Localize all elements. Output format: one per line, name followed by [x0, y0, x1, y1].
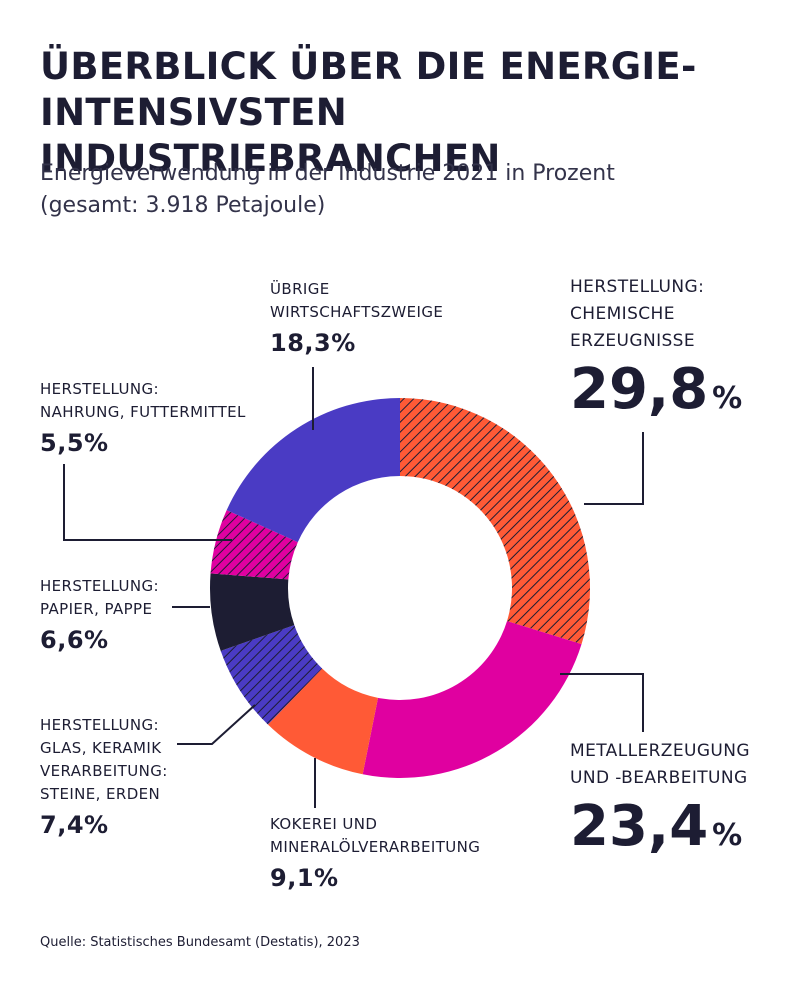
- label-metall: METALLERZEUGUNG UND -BEARBEITUNG 23,4%: [570, 738, 750, 869]
- leader-lines: [63, 367, 644, 808]
- label-kokerei-line-1: KOKEREI UND: [270, 815, 378, 833]
- label-glas-line-2: GLAS, KERAMIK: [40, 739, 162, 757]
- value-metall: 23,4%: [570, 794, 750, 869]
- label-uebrige-line-1: ÜBRIGE: [270, 280, 330, 298]
- title-line-1: ÜBERBLICK ÜBER DIE ENERGIE-: [40, 45, 697, 88]
- donut-slices: [210, 398, 590, 778]
- subtitle-line-2: (gesamt: 3.918 Petajoule): [40, 193, 326, 218]
- label-chemie-line-1: HERSTELLUNG:: [570, 277, 705, 297]
- value-kokerei: 9,1%: [270, 864, 339, 892]
- value-glas: 7,4%: [40, 811, 109, 839]
- label-glas-line-1: HERSTELLUNG:: [40, 716, 159, 734]
- label-chemie-line-2: CHEMISCHE: [570, 304, 675, 324]
- value-metall-number: 23,4: [570, 794, 709, 859]
- label-glas-line-3: VERARBEITUNG:: [40, 762, 168, 780]
- label-papier-line-2: PAPIER, PAPPE: [40, 600, 153, 618]
- label-chemie: HERSTELLUNG: CHEMISCHE ERZEUGNISSE 29,8%: [570, 274, 742, 432]
- value-chemie: 29,8%: [570, 357, 742, 432]
- slice-chemie-hatch: [400, 398, 590, 645]
- slice-kokerei: [267, 668, 378, 775]
- value-uebrige: 18,3%: [270, 329, 356, 357]
- slice-nahrung-hatch: [210, 510, 298, 580]
- subtitle-line-1: Energieverwendung in der Industrie 2021 …: [40, 161, 615, 186]
- leader-line-glas: [177, 704, 256, 745]
- label-nahrung: HERSTELLUNG: NAHRUNG, FUTTERMITTEL 5,5%: [40, 378, 246, 460]
- label-kokerei-line-2: MINERALÖLVERARBEITUNG: [270, 838, 481, 856]
- chart-title: ÜBERBLICK ÜBER DIE ENERGIE- INTENSIVSTEN…: [40, 44, 780, 182]
- leader-line-chemie: [584, 432, 644, 505]
- slice-uebrige: [226, 398, 400, 543]
- label-papier-line-1: HERSTELLUNG:: [40, 577, 159, 595]
- label-papier: HERSTELLUNG: PAPIER, PAPPE 6,6%: [40, 575, 159, 657]
- slice-metall: [362, 621, 582, 778]
- label-metall-line-1: METALLERZEUGUNG: [570, 741, 750, 761]
- label-uebrige: ÜBRIGE WIRTSCHAFTSZWEIGE 18,3%: [270, 278, 443, 360]
- label-glas-line-4: STEINE, ERDEN: [40, 785, 161, 803]
- label-nahrung-line-2: NAHRUNG, FUTTERMITTEL: [40, 403, 246, 421]
- leader-line-metall: [560, 673, 644, 732]
- label-chemie-line-3: ERZEUGNISSE: [570, 331, 696, 351]
- slice-glas-hatch: [220, 625, 323, 725]
- value-nahrung: 5,5%: [40, 429, 109, 457]
- label-uebrige-line-2: WIRTSCHAFTSZWEIGE: [270, 303, 444, 321]
- value-chemie-number: 29,8: [570, 357, 709, 422]
- leader-line-nahrung: [63, 464, 232, 541]
- title-line-2: INTENSIVSTEN INDUSTRIEBRANCHEN: [40, 91, 501, 180]
- label-glas: HERSTELLUNG: GLAS, KERAMIK VERARBEITUNG:…: [40, 714, 168, 842]
- value-papier: 6,6%: [40, 626, 109, 654]
- chart-subtitle: Energieverwendung in der Industrie 2021 …: [40, 158, 740, 222]
- source-note: Quelle: Statistisches Bundesamt (Destati…: [40, 935, 360, 950]
- value-metall-unit: %: [712, 818, 743, 853]
- slice-papier: [210, 573, 295, 651]
- label-metall-line-2: UND -BEARBEITUNG: [570, 768, 748, 788]
- value-chemie-unit: %: [712, 381, 743, 416]
- label-nahrung-line-1: HERSTELLUNG:: [40, 380, 159, 398]
- label-kokerei: KOKEREI UND MINERALÖLVERARBEITUNG 9,1%: [270, 813, 480, 895]
